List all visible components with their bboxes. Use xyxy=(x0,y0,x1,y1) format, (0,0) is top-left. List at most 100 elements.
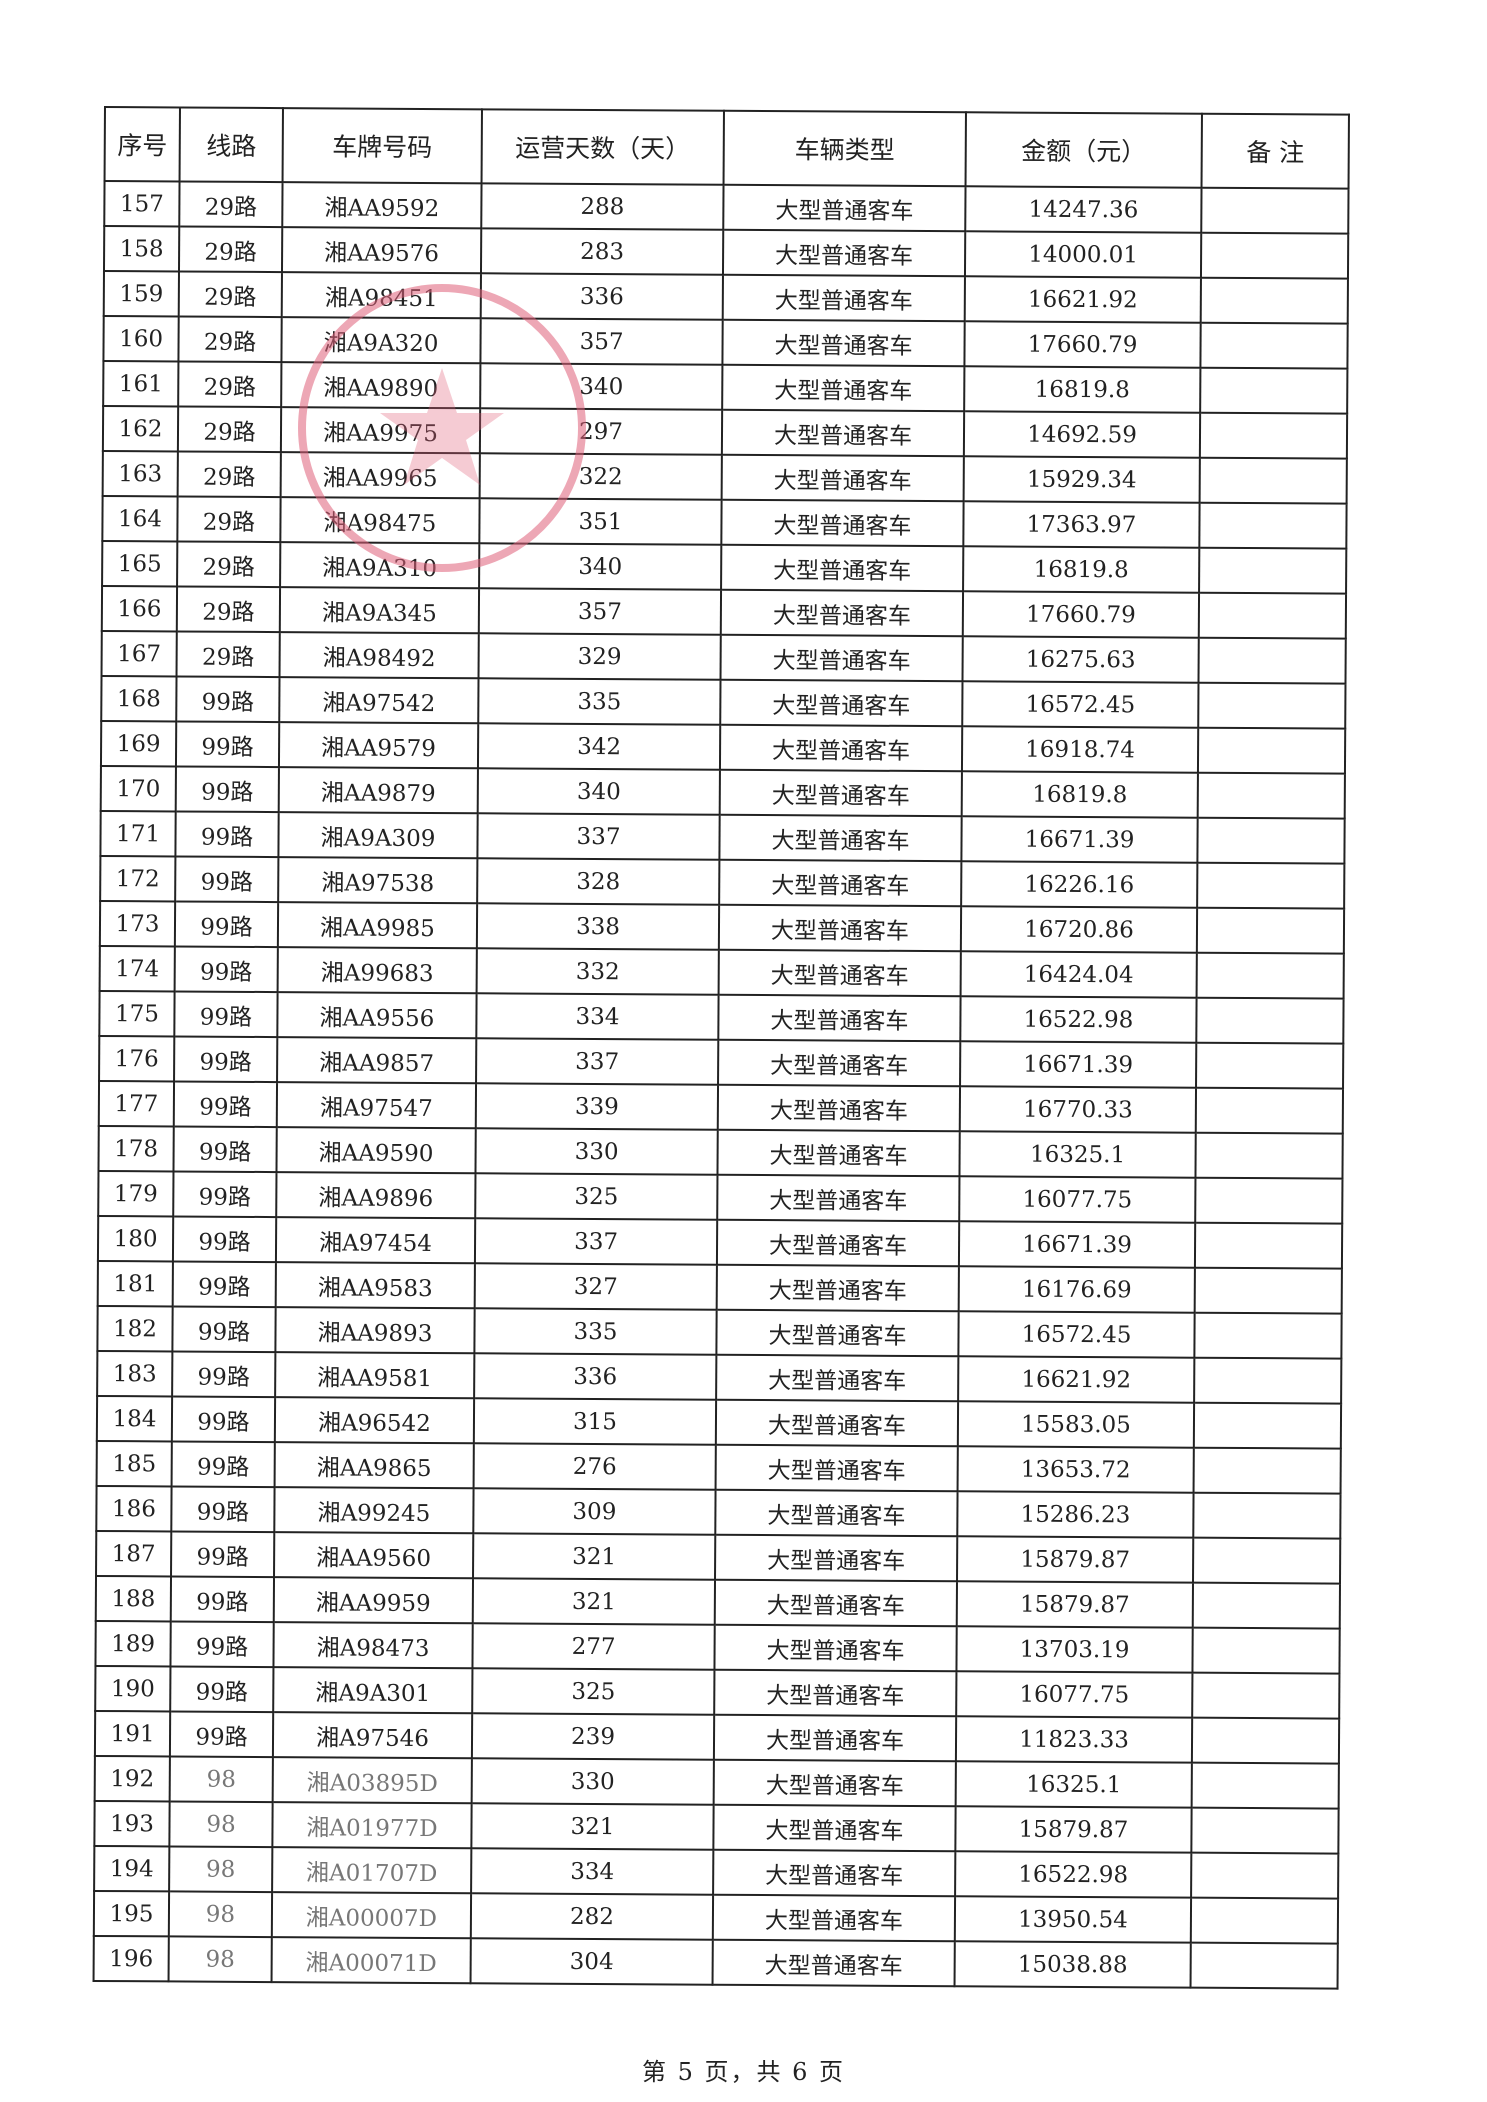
header-index: 序号 xyxy=(104,107,180,182)
cell-index: 188 xyxy=(95,1575,172,1622)
cell-route: 99路 xyxy=(174,1036,278,1083)
cell-remarks xyxy=(1199,547,1347,594)
cell-vehicle-type: 大型普通客车 xyxy=(722,229,966,277)
cell-index: 157 xyxy=(104,181,180,227)
cell-plate: 湘AA9959 xyxy=(273,1577,474,1624)
table-row: 170 99路 湘AA9879 340 大型普通客车 16819.8 xyxy=(100,765,1345,819)
table-row: 179 99路 湘AA9896 325 大型普通客车 16077.75 xyxy=(98,1170,1343,1224)
cell-vehicle-type: 大型普通客车 xyxy=(714,1579,958,1627)
cell-plate: 湘AA9556 xyxy=(277,992,477,1039)
cell-index: 174 xyxy=(99,945,175,992)
cell-index: 196 xyxy=(93,1935,169,1982)
cell-vehicle-type: 大型普通客车 xyxy=(719,724,963,772)
cell-route: 29路 xyxy=(177,406,282,453)
cell-index: 168 xyxy=(101,675,177,722)
cell-index: 159 xyxy=(103,271,179,317)
cell-remarks xyxy=(1191,1717,1340,1764)
table-row: 161 29路 湘AA9890 340 大型普通客车 16819.8 xyxy=(103,361,1348,414)
cell-plate: 湘A96542 xyxy=(274,1397,475,1444)
table-row: 186 99路 湘A99245 309 大型普通客车 15286.23 xyxy=(96,1485,1341,1539)
cell-amount: 16325.1 xyxy=(959,1131,1196,1178)
cell-days: 336 xyxy=(474,1353,717,1400)
cell-route: 29路 xyxy=(178,361,282,408)
cell-plate: 湘AA9879 xyxy=(278,767,478,814)
cell-vehicle-type: 大型普通客车 xyxy=(720,679,963,727)
cell-remarks xyxy=(1201,187,1349,234)
cell-route: 29路 xyxy=(178,226,283,273)
cell-vehicle-type: 大型普通客车 xyxy=(722,319,965,367)
table-row: 194 98 湘A01707D 334 大型普通客车 16522.98 xyxy=(94,1845,1339,1899)
cell-days: 340 xyxy=(479,543,722,590)
cell-amount: 13703.19 xyxy=(956,1626,1193,1673)
cell-vehicle-type: 大型普通客车 xyxy=(717,1084,961,1132)
table-row: 158 29路 湘AA9576 283 大型普通客车 14000.01 xyxy=(103,226,1349,279)
table-header-row: 序号 线路 车牌号码 运营天数（天） 车辆类型 金额（元） 备 注 xyxy=(104,107,1349,189)
cell-vehicle-type: 大型普通客车 xyxy=(719,859,962,907)
cell-days: 337 xyxy=(477,813,720,860)
cell-remarks xyxy=(1200,367,1348,414)
cell-route: 99路 xyxy=(171,1396,276,1443)
cell-remarks xyxy=(1199,502,1347,549)
cell-days: 340 xyxy=(480,363,723,410)
cell-plate: 湘AA9865 xyxy=(274,1442,474,1489)
header-days: 运营天数（天） xyxy=(481,109,724,185)
cell-days: 315 xyxy=(473,1398,717,1445)
cell-route: 99路 xyxy=(172,1261,276,1308)
cell-amount: 15286.23 xyxy=(957,1491,1194,1538)
cell-days: 337 xyxy=(474,1218,718,1265)
cell-vehicle-type: 大型普通客车 xyxy=(721,454,964,502)
cell-vehicle-type: 大型普通客车 xyxy=(713,1849,956,1897)
cell-route: 99路 xyxy=(172,1351,276,1398)
cell-plate: 湘A01707D xyxy=(272,1847,472,1894)
cell-amount: 15038.88 xyxy=(954,1941,1191,1988)
cell-days: 351 xyxy=(479,498,722,545)
cell-plate: 湘A98473 xyxy=(273,1622,473,1669)
cell-route: 99路 xyxy=(175,766,279,813)
table-row: 164 29路 湘A98475 351 大型普通客车 17363.97 xyxy=(102,495,1347,549)
cell-remarks xyxy=(1198,592,1347,639)
cell-plate: 湘A99245 xyxy=(274,1487,474,1534)
table-row: 182 99路 湘AA9893 335 大型普通客车 16572.45 xyxy=(97,1305,1342,1359)
table-row: 160 29路 湘A9A320 357 大型普通客车 17660.79 xyxy=(103,316,1348,369)
cell-remarks xyxy=(1191,1852,1339,1899)
cell-days: 338 xyxy=(476,903,720,950)
cell-route: 99路 xyxy=(175,721,280,768)
cell-days: 321 xyxy=(473,1533,716,1580)
table-row: 169 99路 湘AA9579 342 大型普通客车 16918.74 xyxy=(100,720,1346,774)
cell-amount: 16671.39 xyxy=(961,816,1198,863)
table-row: 193 98 湘A01977D 321 大型普通客车 15879.87 xyxy=(94,1800,1339,1854)
table-row: 188 99路 湘AA9959 321 大型普通客车 15879.87 xyxy=(95,1575,1340,1629)
header-route: 线路 xyxy=(179,107,283,183)
table-row: 176 99路 湘AA9857 337 大型普通客车 16671.39 xyxy=(99,1035,1344,1089)
cell-plate: 湘A97547 xyxy=(276,1082,477,1129)
cell-vehicle-type: 大型普通客车 xyxy=(716,1264,959,1312)
cell-vehicle-type: 大型普通客车 xyxy=(715,1444,958,1492)
cell-route: 98 xyxy=(169,1846,273,1893)
cell-plate: 湘AA9965 xyxy=(280,452,480,499)
cell-days: 340 xyxy=(477,768,720,815)
cell-remarks xyxy=(1194,1312,1342,1359)
cell-remarks xyxy=(1200,277,1348,324)
cell-days: 282 xyxy=(470,1893,714,1940)
cell-route: 99路 xyxy=(173,1126,277,1173)
cell-vehicle-type: 大型普通客车 xyxy=(718,1039,961,1087)
cell-index: 169 xyxy=(100,720,177,767)
cell-amount: 16770.33 xyxy=(959,1086,1197,1133)
cell-amount: 15879.87 xyxy=(955,1806,1192,1853)
cell-vehicle-type: 大型普通客车 xyxy=(712,1939,955,1987)
table-row: 175 99路 湘AA9556 334 大型普通客车 16522.98 xyxy=(99,990,1344,1044)
cell-route: 99路 xyxy=(171,1441,275,1488)
cell-plate: 湘AA9893 xyxy=(275,1307,475,1354)
cell-vehicle-type: 大型普通客车 xyxy=(718,949,961,997)
cell-remarks xyxy=(1191,1762,1339,1809)
cell-index: 193 xyxy=(94,1800,170,1847)
cell-vehicle-type: 大型普通客车 xyxy=(717,1174,960,1222)
cell-days: 283 xyxy=(480,228,724,275)
cell-index: 176 xyxy=(99,1035,175,1082)
cell-remarks xyxy=(1194,1357,1342,1404)
table-row: 174 99路 湘A99683 332 大型普通客车 16424.04 xyxy=(99,945,1344,999)
cell-index: 178 xyxy=(98,1125,174,1172)
cell-vehicle-type: 大型普通客车 xyxy=(718,994,961,1042)
cell-remarks xyxy=(1192,1627,1340,1674)
cell-index: 185 xyxy=(96,1440,172,1487)
